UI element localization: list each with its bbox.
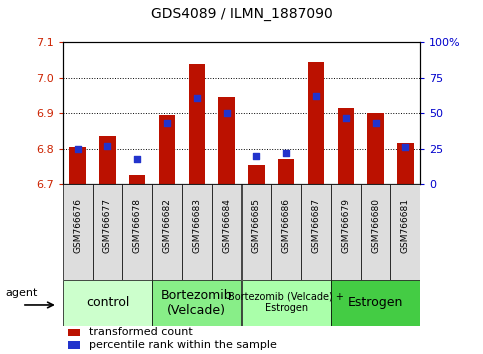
Bar <box>63 280 152 326</box>
Point <box>104 143 112 149</box>
Bar <box>152 184 182 280</box>
Bar <box>271 184 301 280</box>
Point <box>342 115 350 120</box>
Point <box>74 146 82 152</box>
Text: GSM766685: GSM766685 <box>252 199 261 253</box>
Text: GSM766684: GSM766684 <box>222 199 231 253</box>
Bar <box>152 280 242 326</box>
Text: GSM766682: GSM766682 <box>163 199 171 253</box>
Bar <box>331 280 420 326</box>
Point <box>253 153 260 159</box>
Bar <box>242 184 271 280</box>
Bar <box>159 115 175 184</box>
Bar <box>331 184 361 280</box>
Text: GSM766679: GSM766679 <box>341 199 350 253</box>
Bar <box>182 184 212 280</box>
Text: Bortezomib
(Velcade): Bortezomib (Velcade) <box>161 289 233 317</box>
Text: transformed count: transformed count <box>89 327 193 337</box>
Text: GSM766677: GSM766677 <box>103 199 112 253</box>
Bar <box>301 184 331 280</box>
Bar <box>212 184 242 280</box>
Bar <box>390 184 420 280</box>
Bar <box>278 159 294 184</box>
Point <box>282 150 290 156</box>
Text: GSM766678: GSM766678 <box>133 199 142 253</box>
Text: GDS4089 / ILMN_1887090: GDS4089 / ILMN_1887090 <box>151 7 332 21</box>
Bar <box>93 184 122 280</box>
Point <box>193 95 201 101</box>
Text: Bortezomib (Velcade) +
Estrogen: Bortezomib (Velcade) + Estrogen <box>228 292 344 314</box>
Bar <box>99 136 115 184</box>
Point <box>133 156 141 161</box>
Text: GSM766676: GSM766676 <box>73 199 82 253</box>
Point <box>372 120 380 126</box>
Bar <box>218 97 235 184</box>
Bar <box>63 184 93 280</box>
Bar <box>122 184 152 280</box>
Point <box>401 144 409 150</box>
Bar <box>68 329 80 336</box>
Point <box>163 120 171 126</box>
Bar <box>308 62 324 184</box>
Bar <box>68 341 80 349</box>
Text: GSM766687: GSM766687 <box>312 199 320 253</box>
Text: GSM766680: GSM766680 <box>371 199 380 253</box>
Bar <box>248 165 265 184</box>
Text: GSM766683: GSM766683 <box>192 199 201 253</box>
Text: percentile rank within the sample: percentile rank within the sample <box>89 340 277 350</box>
Point <box>312 93 320 99</box>
Text: GSM766686: GSM766686 <box>282 199 291 253</box>
Point <box>223 110 230 116</box>
Text: Estrogen: Estrogen <box>348 296 403 309</box>
Bar <box>129 175 145 184</box>
Text: control: control <box>86 296 129 309</box>
Bar <box>338 108 354 184</box>
Bar <box>242 280 331 326</box>
Text: agent: agent <box>5 287 37 298</box>
Text: GSM766681: GSM766681 <box>401 199 410 253</box>
Bar <box>397 143 413 184</box>
Bar <box>70 147 86 184</box>
Bar <box>361 184 390 280</box>
Bar <box>189 64 205 184</box>
Bar <box>368 113 384 184</box>
